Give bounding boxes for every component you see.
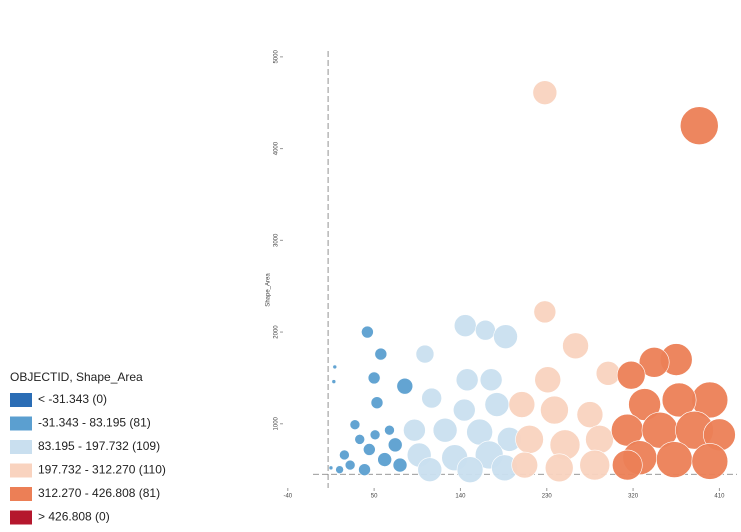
bubble (534, 366, 562, 394)
bubble (533, 300, 557, 324)
bubble (354, 434, 366, 445)
bubble (332, 364, 338, 370)
legend-swatch (10, 393, 32, 407)
bubble (456, 456, 484, 483)
bubble (374, 347, 388, 361)
bubble (392, 457, 408, 473)
legend-swatch (10, 416, 32, 431)
legend-label: -31.343 - 83.195 (81) (38, 416, 151, 430)
bubble (339, 449, 350, 461)
bubble (455, 368, 479, 392)
bubble (475, 319, 496, 341)
x-tick-label: -40 (283, 494, 292, 500)
bubble (361, 325, 374, 339)
legend-swatch (10, 463, 32, 478)
legend-title: OBJECTID, Shape_Area (10, 370, 143, 384)
bubble (363, 443, 376, 456)
y-tick-label: 2000 (274, 325, 280, 339)
bubble (370, 396, 384, 409)
bubble (532, 80, 558, 105)
legend-label: 83.195 - 197.732 (109) (38, 439, 160, 453)
bubble (544, 453, 574, 483)
bubble (415, 344, 435, 364)
bubble (691, 443, 729, 480)
bubble (328, 465, 334, 471)
bubble (612, 449, 643, 481)
bubble (377, 452, 392, 467)
bubble (540, 395, 569, 425)
bubble (511, 451, 539, 479)
bubble (369, 429, 381, 441)
bubble (358, 463, 371, 476)
x-tick-label: 320 (628, 494, 639, 500)
y-tick-label: 4000 (274, 141, 280, 155)
y-tick-label: 5000 (274, 50, 280, 64)
bubble (387, 437, 403, 453)
bubble (638, 347, 670, 378)
bubble (331, 379, 337, 384)
bubble (595, 361, 621, 386)
legend-label: < -31.343 (0) (38, 392, 107, 406)
bubble (579, 449, 611, 481)
bubble (576, 401, 604, 428)
legend-label: 197.732 - 312.270 (110) (38, 463, 166, 477)
bubble (453, 314, 477, 337)
bubble (656, 441, 693, 478)
legend-label: 312.270 - 426.808 (81) (38, 486, 160, 500)
x-tick-label: 140 (455, 494, 466, 500)
bubble (562, 332, 589, 360)
bubble (515, 425, 544, 454)
bubble (344, 459, 356, 471)
bubble (484, 392, 510, 417)
bubble (421, 387, 442, 409)
bubble (661, 382, 697, 418)
bubble (479, 368, 503, 392)
y-tick-label: 3000 (274, 233, 280, 247)
bubble (335, 465, 344, 474)
bubble (417, 457, 443, 482)
x-tick-label: 50 (371, 494, 378, 500)
legend-swatch (10, 440, 32, 454)
bubble (616, 360, 646, 390)
bubble (493, 324, 518, 349)
bubble (396, 377, 414, 395)
legend-label: > 426.808 (0) (38, 510, 110, 524)
bubble (508, 391, 536, 418)
bubble (432, 417, 458, 443)
bubble (403, 418, 426, 442)
x-tick-label: 410 (714, 494, 725, 500)
bubble (384, 424, 395, 436)
legend-swatch (10, 510, 32, 525)
bubble (679, 106, 719, 145)
bubble (452, 398, 476, 422)
legend-swatch (10, 487, 32, 501)
bubble (367, 371, 381, 385)
y-tick-label: 1000 (274, 416, 280, 430)
y-axis-label: Shape_Area (266, 273, 272, 307)
x-tick-label: 230 (542, 494, 553, 500)
bubble (349, 419, 361, 431)
bubble (585, 425, 614, 454)
